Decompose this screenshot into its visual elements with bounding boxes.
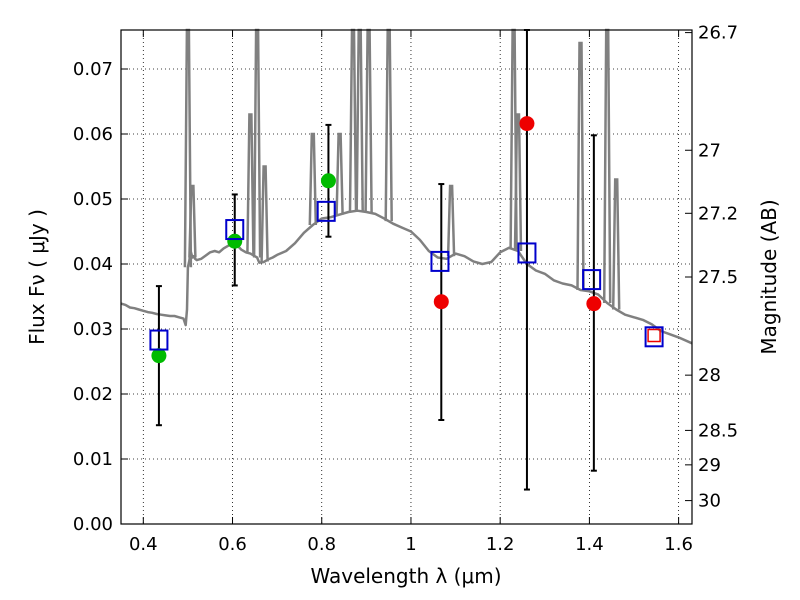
right-tick-label: 27.2: [698, 203, 738, 224]
model-continuum-line: [120, 209, 693, 345]
right-axis-ticks: 26.7 27 27.2 27.5 28 28.5 29 30: [685, 23, 738, 512]
x-tick-label: 0.8: [307, 534, 336, 555]
x-tick-label: 0.4: [129, 534, 158, 555]
emission-line: [335, 132, 344, 215]
model-photometry-square: [644, 326, 664, 348]
right-tick-label: 26.7: [698, 23, 738, 44]
plot-background: [121, 30, 692, 524]
right-tick-label: 28: [698, 365, 721, 386]
red-data-point: [433, 294, 449, 310]
emission-line: [446, 184, 456, 257]
y-tick-label: 0.02: [73, 384, 113, 405]
green-data-point: [151, 348, 167, 364]
x-tick-label: 1.4: [575, 534, 604, 555]
y-tick-label: 0.07: [73, 59, 113, 80]
right-tick-label: 30: [698, 491, 721, 512]
right-tick-label: 28.5: [698, 420, 738, 441]
emission-line: [576, 41, 585, 291]
y-axis-ticks: 0.00 0.01 0.02 0.03 0.04 0.05 0.06 0.07: [73, 59, 128, 535]
emission-line: [260, 165, 269, 262]
model-photometry-square: [149, 329, 169, 351]
right-tick-label: 27: [698, 140, 721, 161]
y-tick-label: 0.03: [73, 319, 113, 340]
green-data-point: [320, 173, 336, 189]
y-tick-label: 0.05: [73, 189, 113, 210]
red-data-point: [586, 296, 602, 312]
x-tick-label: 1.6: [664, 534, 693, 555]
data-points: [149, 116, 664, 364]
model-photometry-square: [582, 269, 602, 291]
emission-line: [513, 113, 523, 252]
green-data-point: [227, 233, 243, 249]
y-axis-label: Flux Fν ( μJy ): [25, 209, 49, 345]
x-tick-label: 0.6: [218, 534, 247, 555]
right-tick-label: 27.5: [698, 267, 738, 288]
right-tick-label: 29: [698, 455, 721, 476]
y-tick-label: 0.01: [73, 449, 113, 470]
emission-line: [188, 184, 197, 258]
emission-line: [246, 113, 255, 254]
x-tick-label: 1.2: [486, 534, 515, 555]
red-upper-point: [647, 328, 661, 343]
model-photometry-square: [225, 219, 245, 241]
x-axis-label: Wavelength λ (μm): [310, 564, 501, 588]
emission-line: [308, 132, 318, 226]
y-tick-label: 0.04: [73, 254, 113, 275]
y-tick-label: 0.06: [73, 124, 113, 145]
red-data-point: [519, 116, 535, 132]
emission-line: [611, 178, 621, 310]
x-axis-ticks: 0.4 0.6 0.8 1 1.2 1.4 1.6: [129, 30, 693, 555]
right-axis-label: Magnitude (AB): [757, 199, 781, 354]
y-tick-label: 0.00: [73, 514, 113, 535]
x-tick-label: 1: [405, 534, 416, 555]
model-photometry-square: [517, 242, 537, 264]
model-photometry-square: [316, 200, 336, 222]
model-photometry-square: [430, 250, 450, 272]
